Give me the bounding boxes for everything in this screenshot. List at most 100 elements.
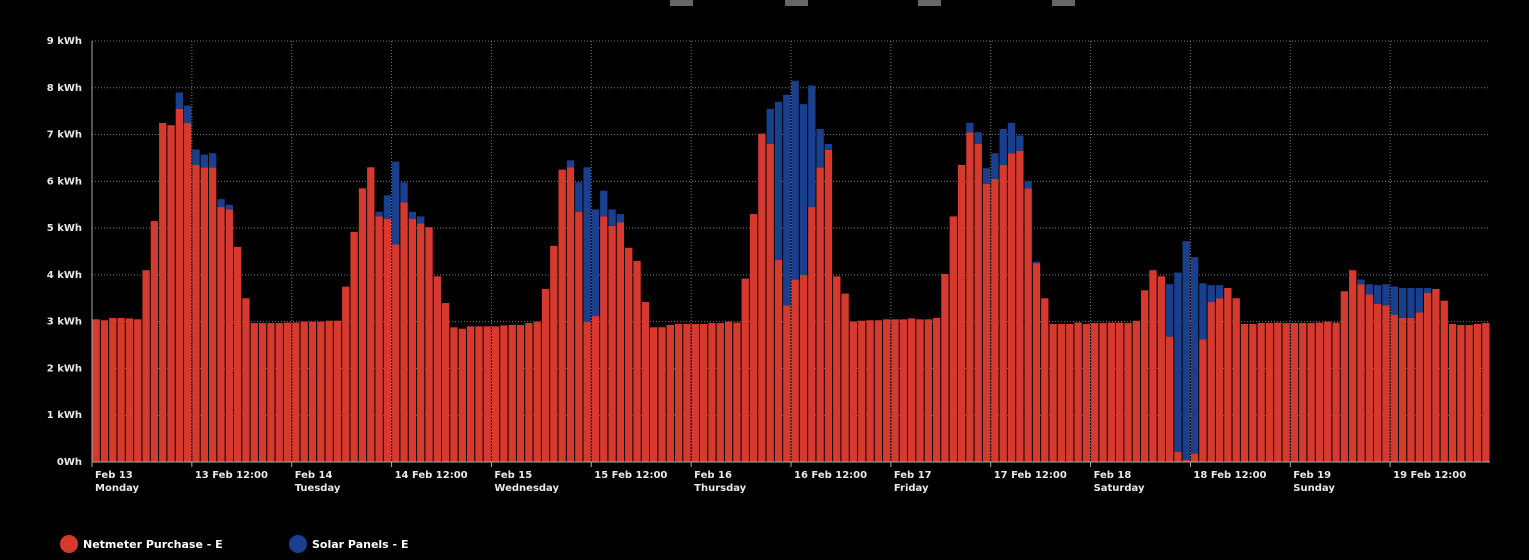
bar-segment (633, 260, 641, 462)
bar-segment (666, 324, 674, 462)
bar-segment (1407, 287, 1415, 318)
bar-segment (425, 227, 433, 462)
bar-segment (483, 326, 491, 462)
bar-segment (1357, 279, 1365, 285)
bar-segment (575, 211, 583, 462)
y-tick-label: 2 kWh (47, 363, 82, 374)
bar-segment (200, 167, 208, 463)
y-tick-label: 9 kWh (47, 36, 82, 47)
bar-segment (175, 92, 184, 109)
bar-segment (1374, 303, 1382, 462)
x-tick-label: 19 Feb 12:00 (1393, 470, 1466, 481)
bar-segment (966, 122, 974, 133)
bar-segment (1149, 270, 1157, 462)
bar-segment (1398, 287, 1407, 318)
bar-segment (533, 321, 541, 462)
bar-segment (982, 168, 991, 184)
bar-segment (716, 323, 724, 462)
bar-segment (1207, 302, 1215, 462)
bar-segment (1457, 324, 1465, 462)
bar-segment (891, 319, 899, 462)
toolbar-button[interactable] (670, 0, 693, 6)
bar-segment (1232, 298, 1240, 462)
y-tick-label: 5 kWh (47, 223, 82, 234)
bar-segment (650, 327, 658, 462)
bar-segment (383, 195, 392, 219)
bar-segment (541, 288, 550, 462)
bar-segment (583, 167, 591, 322)
bar-segment (1174, 272, 1182, 452)
bar-segment (932, 317, 941, 462)
bar-segment (192, 164, 200, 462)
bar-segment (1398, 317, 1407, 462)
toolbar-button[interactable] (785, 0, 808, 6)
bar-segment (1066, 324, 1074, 462)
bar-segment (1032, 261, 1041, 264)
bar-segment (525, 323, 533, 462)
bar-segment (142, 270, 150, 462)
bar-segment (1440, 300, 1448, 462)
bar-segment (209, 167, 217, 463)
bar-segment (1157, 276, 1165, 462)
bar-segment (1332, 322, 1340, 462)
bar-segment (225, 204, 233, 210)
x-tick-sublabel: Saturday (1094, 483, 1145, 494)
bar-segment (1007, 122, 1016, 154)
bar-segment (184, 105, 192, 123)
bar-segment (899, 319, 907, 462)
toolbar-button[interactable] (1052, 0, 1075, 6)
legend-marker (60, 535, 78, 553)
bar-segment (699, 324, 708, 462)
bar-segment (491, 326, 500, 462)
bar-segment (991, 153, 999, 179)
bar-segment (1374, 285, 1382, 304)
bar-segment (550, 245, 558, 462)
bar-segment (883, 319, 891, 462)
bar-segment (566, 160, 575, 168)
bar-segment (1340, 291, 1349, 462)
bar-segment (267, 323, 275, 462)
bar-segment (791, 279, 799, 462)
bar-segment (766, 108, 774, 144)
bar-segment (1382, 305, 1390, 462)
legend-text: Netmeter Purchase - E (83, 538, 223, 551)
bar-segment (184, 122, 192, 462)
y-tick-label: 8 kWh (47, 83, 82, 94)
bar-segment (675, 324, 683, 462)
bar-segment (941, 273, 949, 462)
bar-segment (167, 125, 175, 462)
bar-segment (625, 247, 633, 462)
bar-segment (283, 322, 292, 462)
bar-segment (400, 182, 408, 203)
bar-segment (392, 244, 400, 462)
bar-segment (1423, 287, 1432, 293)
bar-segment (658, 327, 666, 462)
bar-segment (916, 319, 924, 462)
bar-segment (1132, 320, 1140, 462)
bar-segment (1082, 324, 1091, 462)
bar-segment (433, 276, 441, 462)
bar-segment (1190, 257, 1199, 454)
bar-segment (766, 143, 774, 462)
bar-segment (866, 320, 874, 462)
x-tick-label: Feb 16 (694, 470, 732, 481)
bar-segment (1182, 241, 1190, 460)
x-tick-label: 13 Feb 12:00 (195, 470, 268, 481)
bar-segment (874, 320, 883, 462)
bar-segment (417, 223, 425, 462)
bar-segment (999, 164, 1007, 462)
y-tick-label: 6 kWh (47, 176, 82, 187)
bar-segment (1024, 181, 1032, 189)
bar-segment (566, 167, 575, 463)
bar-segment (974, 143, 982, 462)
bar-segment (258, 323, 267, 462)
bar-segment (225, 209, 233, 462)
bar-segment (1207, 285, 1215, 303)
x-tick-label: 14 Feb 12:00 (395, 470, 468, 481)
bar-segment (724, 321, 733, 462)
bar-segment (799, 274, 808, 462)
bar-segment (408, 211, 417, 219)
toolbar-button[interactable] (918, 0, 941, 6)
bar-segment (442, 302, 450, 462)
bar-segment (1349, 270, 1357, 462)
